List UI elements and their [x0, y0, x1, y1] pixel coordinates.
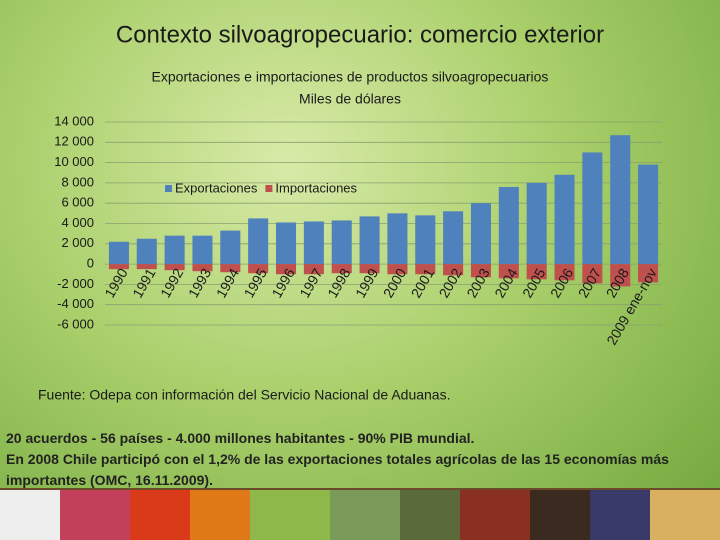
bar: [220, 264, 241, 273]
y-tick-label: 12 000: [54, 134, 94, 149]
bar: [610, 264, 631, 287]
bar: [498, 186, 519, 265]
bar: [638, 264, 659, 283]
note: 20 acuerdos - 56 países - 4.000 millones…: [6, 430, 475, 446]
y-tick-label: 8 000: [61, 174, 94, 189]
x-tick-label: 1992: [157, 265, 187, 300]
bar: [443, 211, 464, 265]
bar: [136, 264, 157, 270]
bar: [331, 220, 352, 265]
bar: [359, 216, 380, 265]
bar: [331, 264, 352, 274]
photo-strip: [0, 488, 720, 540]
y-tick-label: 6 000: [61, 195, 94, 210]
bar: [498, 264, 519, 279]
bar: [610, 135, 631, 265]
note: En 2008 Chile participó con el 1,2% de l…: [6, 451, 669, 488]
y-tick-label: 14 000: [54, 113, 94, 128]
bar: [526, 264, 547, 280]
bar: [415, 215, 436, 265]
source: Fuente: Odepa con información del Servic…: [38, 387, 450, 403]
x-tick-label: 1991: [129, 265, 159, 300]
bar: [443, 264, 464, 276]
bar: [192, 264, 213, 272]
legend-swatch: [265, 185, 273, 192]
bar: [554, 264, 575, 281]
bar: [582, 264, 603, 284]
bar: [303, 264, 324, 275]
bar: [359, 264, 380, 274]
bar: [275, 264, 297, 275]
y-tick-label: 2 000: [61, 235, 94, 250]
bar: [164, 235, 185, 265]
bar: [387, 264, 408, 275]
bar: [192, 235, 213, 265]
bar: [582, 152, 603, 265]
bar: [554, 174, 575, 265]
bar: [136, 238, 157, 265]
y-tick-label: -6 000: [57, 316, 94, 331]
y-tick-label: 4 000: [61, 215, 94, 230]
bar: [220, 230, 241, 265]
y-tick-label: 10 000: [54, 154, 94, 169]
y-tick-label: -4 000: [57, 296, 94, 311]
slide-title: Contexto silvoagropecuario: comercio ext…: [116, 21, 604, 48]
bar: [415, 264, 436, 275]
bar: [164, 264, 185, 271]
x-tick-label: 1990: [101, 265, 131, 300]
bar: [108, 264, 129, 270]
bar: [108, 241, 129, 265]
y-tick-label: 0: [87, 256, 94, 271]
legend-swatch: [165, 185, 172, 192]
bar: [275, 222, 297, 265]
notes: 20 acuerdos - 56 países - 4.000 millones…: [6, 428, 716, 491]
bar: [387, 213, 408, 265]
bar: [248, 218, 269, 265]
bar: [303, 221, 324, 265]
legend-label: Importaciones: [275, 180, 357, 195]
y-tick-label: -2 000: [57, 276, 94, 291]
bar: [470, 264, 492, 278]
legend-label: Exportaciones: [175, 180, 258, 195]
chart-subtitle: Miles de dólares: [299, 91, 401, 107]
bar: [470, 203, 492, 265]
bar: [248, 264, 269, 274]
chart-title: Exportaciones e importaciones de product…: [152, 69, 549, 85]
bar: [526, 182, 547, 265]
bar: [638, 164, 659, 265]
